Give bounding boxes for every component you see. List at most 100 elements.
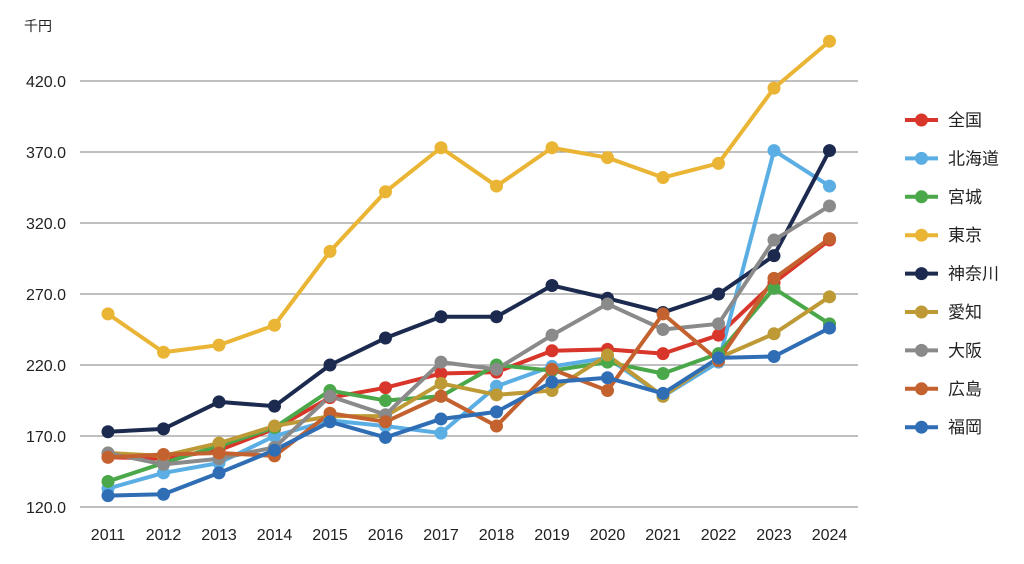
data-point bbox=[767, 81, 781, 95]
x-tick-label: 2021 bbox=[645, 527, 681, 544]
data-point bbox=[490, 179, 503, 193]
legend-swatch-marker bbox=[915, 190, 928, 204]
data-point bbox=[434, 376, 448, 390]
data-point bbox=[656, 323, 670, 336]
series-line-1 bbox=[106, 238, 832, 461]
y-tick-label: 120.0 bbox=[26, 500, 66, 517]
legend-label: 北海道 bbox=[948, 149, 999, 169]
data-point bbox=[323, 244, 337, 258]
legend-label: 大阪 bbox=[948, 341, 982, 361]
data-point bbox=[712, 351, 725, 365]
data-point bbox=[823, 290, 836, 304]
data-point bbox=[434, 412, 448, 426]
data-point bbox=[268, 419, 281, 433]
data-point bbox=[545, 278, 559, 292]
data-point bbox=[434, 355, 448, 369]
y-tick-label: 270.0 bbox=[26, 287, 66, 304]
data-point bbox=[823, 34, 836, 48]
data-point bbox=[601, 151, 614, 165]
data-point bbox=[212, 338, 226, 352]
data-point bbox=[379, 430, 392, 444]
data-point bbox=[212, 436, 226, 450]
data-point bbox=[490, 310, 503, 324]
data-point bbox=[490, 405, 503, 419]
data-point bbox=[157, 345, 170, 359]
data-point bbox=[601, 371, 614, 385]
data-point bbox=[157, 457, 170, 471]
series-line-4 bbox=[106, 39, 832, 355]
data-point bbox=[434, 310, 448, 324]
data-point bbox=[656, 367, 670, 381]
data-point bbox=[767, 281, 781, 295]
data-point bbox=[323, 389, 337, 403]
y-tick-label: 370.0 bbox=[26, 145, 66, 162]
data-point bbox=[767, 271, 781, 285]
x-tick-label: 2018 bbox=[479, 527, 515, 544]
data-point bbox=[379, 415, 392, 429]
data-point bbox=[101, 307, 115, 321]
data-point bbox=[434, 141, 448, 155]
legend-label: 愛知 bbox=[948, 303, 982, 323]
data-point bbox=[323, 415, 337, 429]
data-point bbox=[823, 199, 836, 213]
data-point bbox=[490, 419, 503, 433]
data-point bbox=[712, 317, 725, 331]
y-unit-label: 千円 bbox=[24, 19, 52, 35]
legend-swatch-marker bbox=[915, 267, 928, 281]
x-tick-label: 2012 bbox=[146, 527, 182, 544]
x-tick-label: 2014 bbox=[257, 527, 293, 544]
y-tick-label: 420.0 bbox=[26, 74, 66, 91]
data-point bbox=[212, 446, 226, 460]
x-tick-label: 2019 bbox=[534, 527, 570, 544]
data-point bbox=[157, 487, 170, 501]
series-points bbox=[101, 34, 836, 503]
data-point bbox=[490, 388, 503, 402]
data-point bbox=[212, 395, 226, 409]
series-lines bbox=[106, 39, 832, 498]
x-tick-label: 2015 bbox=[312, 527, 348, 544]
legend-label: 広島 bbox=[948, 380, 982, 400]
data-point bbox=[823, 321, 836, 335]
data-point bbox=[545, 344, 559, 358]
x-tick-label: 2017 bbox=[423, 527, 459, 544]
data-point bbox=[656, 307, 670, 321]
data-point bbox=[268, 399, 281, 413]
x-tick-label: 2013 bbox=[201, 527, 237, 544]
data-point bbox=[823, 179, 836, 193]
data-point bbox=[101, 474, 115, 488]
data-point bbox=[712, 287, 725, 301]
data-point bbox=[434, 426, 448, 440]
data-point bbox=[268, 318, 281, 332]
data-point bbox=[379, 381, 392, 395]
data-point bbox=[767, 327, 781, 341]
y-tick-label: 320.0 bbox=[26, 216, 66, 233]
data-point bbox=[157, 422, 170, 436]
data-point bbox=[656, 347, 670, 361]
data-point bbox=[823, 232, 836, 246]
data-point bbox=[767, 349, 781, 363]
data-point bbox=[157, 447, 170, 461]
data-point bbox=[712, 156, 725, 170]
x-tick-label: 2022 bbox=[701, 527, 737, 544]
data-point bbox=[323, 358, 337, 372]
legend-swatch-marker bbox=[915, 228, 928, 242]
data-point bbox=[545, 328, 559, 342]
data-point bbox=[434, 367, 448, 381]
data-point bbox=[379, 394, 392, 407]
data-point bbox=[767, 144, 781, 158]
data-point bbox=[545, 375, 559, 389]
legend-label: 東京 bbox=[948, 226, 982, 246]
series-line-3 bbox=[106, 286, 832, 484]
data-point bbox=[601, 384, 614, 398]
legend-label: 全国 bbox=[948, 111, 982, 131]
y-tick-label: 220.0 bbox=[26, 358, 66, 375]
legend-swatch-marker bbox=[915, 305, 928, 319]
data-point bbox=[823, 144, 836, 158]
data-point bbox=[101, 489, 115, 503]
x-tick-label: 2023 bbox=[756, 527, 792, 544]
gridlines bbox=[80, 80, 858, 508]
x-tick-label: 2020 bbox=[590, 527, 626, 544]
y-tick-label: 170.0 bbox=[26, 429, 66, 446]
